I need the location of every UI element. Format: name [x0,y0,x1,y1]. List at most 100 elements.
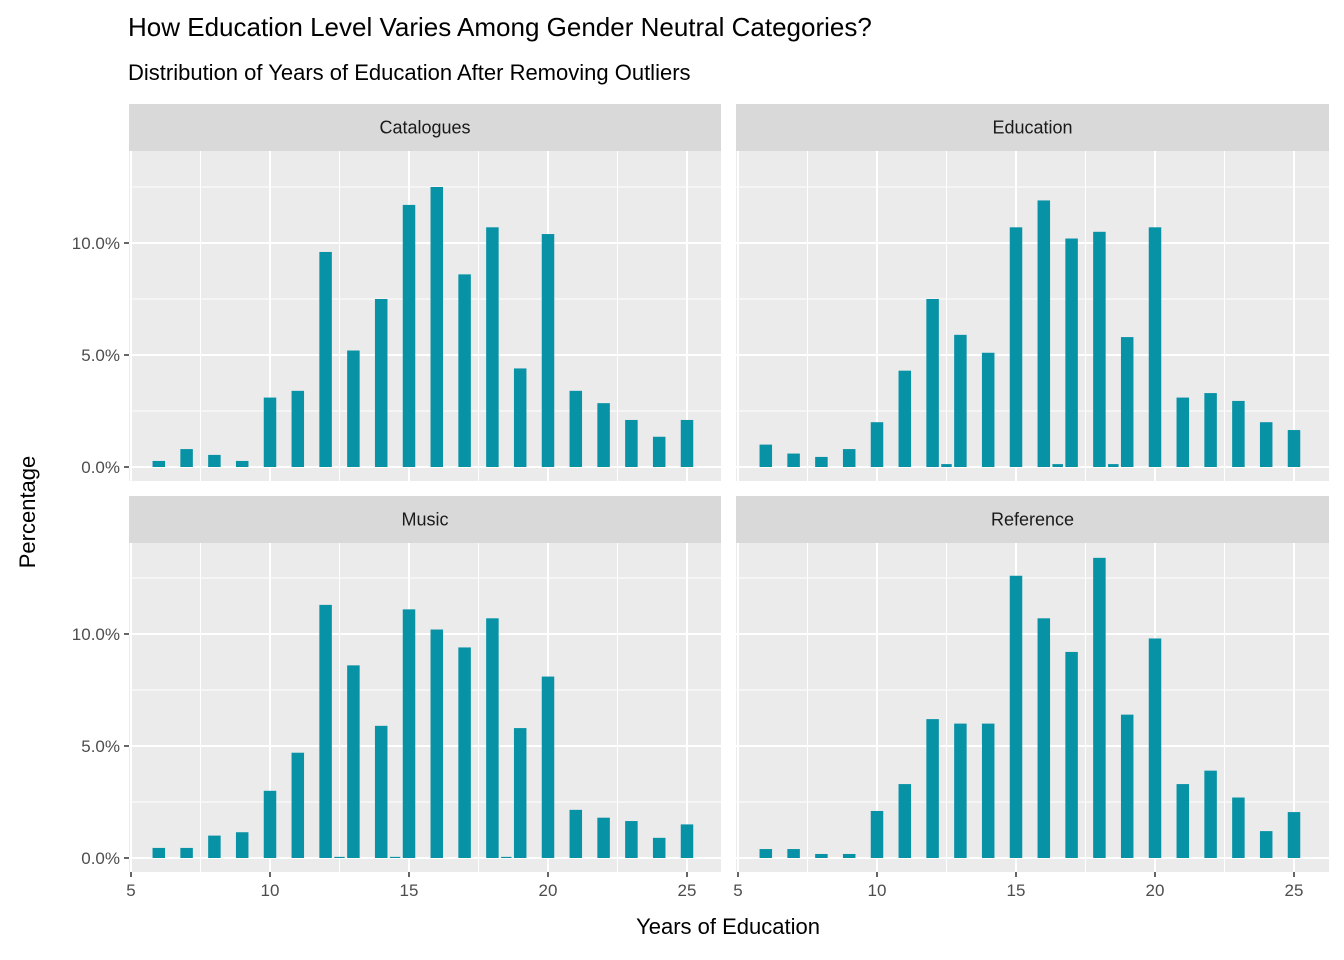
bar [291,752,305,858]
bar [1009,227,1023,467]
bar [347,350,360,467]
bar [1093,557,1106,858]
bar [402,609,416,858]
bar [625,821,638,858]
bar [1120,714,1134,858]
x-tick-label: 15 [400,881,419,900]
bar [597,817,610,858]
bar [180,847,193,858]
bar [1009,575,1023,858]
bar [597,403,610,467]
facet-strip-label: Reference [991,510,1074,530]
bar [374,725,388,858]
facet-strip [736,496,1329,543]
bar [374,299,388,467]
bar [680,824,694,858]
bar [870,422,884,467]
panel-background [736,151,1329,481]
bar [263,397,277,467]
bar [501,856,512,858]
x-tick-label: 15 [1007,881,1026,900]
bar [1052,464,1063,467]
bar [652,837,666,858]
bar [541,676,555,858]
x-tick-label: 10 [261,881,280,900]
bar [152,460,166,467]
bar [235,460,249,467]
bar [870,810,884,858]
bar [1176,784,1190,858]
bar [898,370,912,467]
x-axis-label: Years of Education [636,914,820,939]
facet-strip-label: Music [401,510,448,530]
x-tick-label: 25 [678,881,697,900]
bar [954,723,967,858]
bar [898,784,912,858]
bar [208,835,221,858]
bar [759,849,773,858]
bar [430,187,444,467]
bar [263,790,277,858]
bar [486,227,499,467]
bar [389,856,401,858]
bar [180,449,193,467]
bar [347,665,360,858]
bar [486,618,499,858]
y-tick-label: 5.0% [81,346,120,365]
panel-background [129,543,721,872]
bar [513,728,527,858]
bar [1287,812,1301,858]
bar [941,464,952,467]
bar [625,419,638,467]
bar [235,832,249,858]
bar [815,456,828,467]
bar [1148,638,1162,858]
bar [569,809,583,858]
y-tick-label: 0.0% [81,849,120,868]
bar [981,723,995,858]
bar [458,274,471,467]
bar [1120,337,1134,467]
bar [430,629,444,858]
bar [1287,430,1301,467]
x-tick-label: 20 [539,881,558,900]
bar [1065,238,1078,467]
bar [458,647,471,858]
facet-strip-label: Catalogues [379,118,470,138]
bar [208,454,221,467]
chart-title: How Education Level Varies Among Gender … [128,12,872,42]
x-tick-label: 25 [1285,881,1304,900]
bar [1037,200,1051,467]
bar [402,204,416,468]
bar [815,853,828,858]
x-tick-label: 5 [126,881,135,900]
bar [1108,464,1119,467]
bar [842,853,856,858]
bar [1204,393,1217,467]
bar [1204,770,1217,858]
chart-subtitle: Distribution of Years of Education After… [128,60,691,85]
bar [319,604,332,858]
bar [1176,397,1190,467]
bar [926,719,939,858]
bar [842,449,856,467]
bar [1065,651,1078,858]
y-tick-label: 10.0% [72,625,120,644]
bar [787,849,800,858]
bar [1037,618,1051,858]
facet-strip [129,104,721,151]
bar [787,453,800,467]
panel-background [736,543,1329,872]
bar [1148,227,1162,467]
y-tick-label: 10.0% [72,234,120,253]
bar [954,334,967,467]
bar [1259,422,1273,467]
facet-strip [736,104,1329,151]
facet-strip-label: Education [992,118,1072,138]
bar [981,352,995,467]
bar [152,847,166,858]
x-tick-label: 20 [1146,881,1165,900]
y-tick-label: 0.0% [81,458,120,477]
bar [334,856,345,858]
